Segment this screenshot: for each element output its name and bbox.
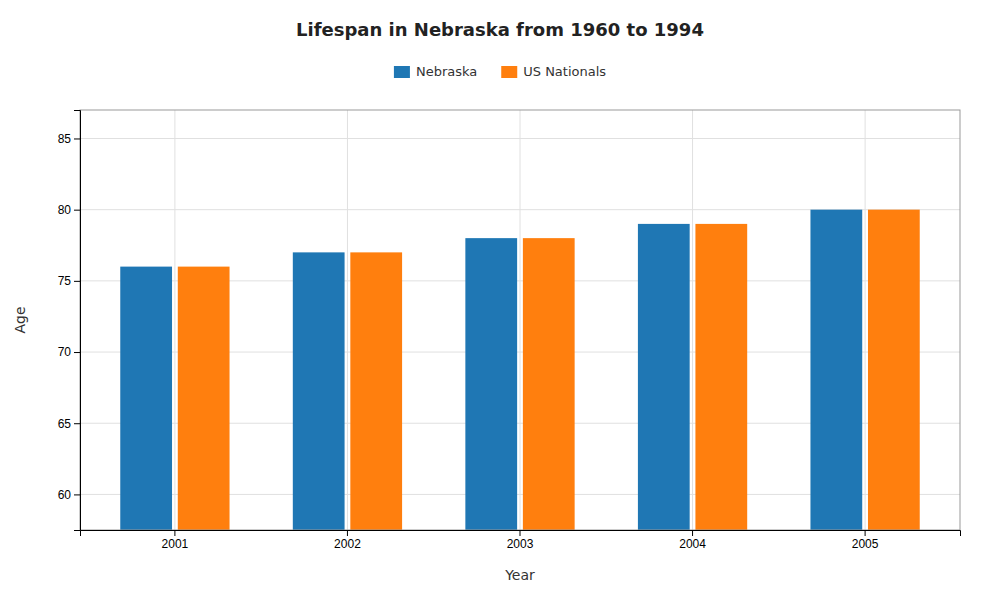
tick-mark xyxy=(74,423,80,424)
tick: 70 xyxy=(58,345,80,359)
x-axis-title: Year xyxy=(504,567,535,583)
tick-mark xyxy=(74,352,80,353)
axis-line xyxy=(81,531,961,537)
tick-label: 2005 xyxy=(852,537,879,551)
bar xyxy=(638,224,690,530)
legend-swatch xyxy=(501,66,517,78)
tick: 2005 xyxy=(852,530,879,551)
tick-label: 2001 xyxy=(162,537,189,551)
bar xyxy=(293,252,345,530)
tick-label: 80 xyxy=(58,203,72,217)
tick-mark xyxy=(74,138,80,139)
tick: 2001 xyxy=(162,530,189,551)
bar xyxy=(868,210,920,530)
grid-line xyxy=(865,110,866,530)
bar xyxy=(120,267,172,530)
x-axis: 2001 2002 2003 2004 2005 xyxy=(81,530,961,551)
tick-mark xyxy=(74,281,80,282)
axis-line xyxy=(74,111,81,531)
tick-label: 75 xyxy=(58,274,72,288)
tick-mark xyxy=(347,530,348,536)
tick: 75 xyxy=(58,274,80,288)
bars xyxy=(120,210,919,530)
legend: Nebraska US Nationals xyxy=(394,64,606,79)
chart: 2001 2002 2003 2004 2005 60 65 70 75 80 85 Year Age L… xyxy=(0,0,1000,600)
bar xyxy=(465,238,517,530)
tick: 2003 xyxy=(507,530,534,551)
grid-line xyxy=(520,110,521,530)
tick: 2002 xyxy=(334,530,361,551)
bar xyxy=(350,252,402,530)
tick-label: 2003 xyxy=(507,537,534,551)
y-axis-title: Age xyxy=(12,306,28,333)
tick-mark xyxy=(74,210,80,211)
grid-line xyxy=(174,110,175,530)
tick-mark xyxy=(174,530,175,536)
tick-label: 2004 xyxy=(679,537,706,551)
tick-mark xyxy=(692,530,693,536)
tick-mark xyxy=(865,530,866,536)
tick: 65 xyxy=(58,417,80,431)
y-axis: 60 65 70 75 80 85 xyxy=(58,111,81,531)
title: Lifespan in Nebraska from 1960 to 1994 xyxy=(296,19,704,40)
legend-item: Nebraska xyxy=(394,64,477,79)
tick-label: 65 xyxy=(58,417,72,431)
tick-label: 60 xyxy=(58,488,72,502)
tick-mark xyxy=(520,530,521,536)
grid-line xyxy=(347,110,348,530)
bar xyxy=(810,210,862,530)
bar xyxy=(523,238,575,530)
legend-swatch xyxy=(394,66,410,78)
bar xyxy=(178,267,230,530)
tick: 85 xyxy=(58,132,80,146)
plot-frame xyxy=(80,110,960,530)
plot: 2001 2002 2003 2004 2005 60 65 70 75 80 85 xyxy=(58,110,961,600)
bar xyxy=(695,224,747,530)
tick-mark xyxy=(74,494,80,495)
tick: 80 xyxy=(58,203,80,217)
tick-label: 2002 xyxy=(334,537,361,551)
legend-item: US Nationals xyxy=(501,64,606,79)
grid-line xyxy=(692,110,693,530)
tick: 2004 xyxy=(679,530,706,551)
tick: 60 xyxy=(58,488,80,502)
tick-label: 85 xyxy=(58,132,72,146)
tick-label: 70 xyxy=(58,345,72,359)
legend-label: Nebraska xyxy=(416,64,477,79)
legend-label: US Nationals xyxy=(523,64,606,79)
